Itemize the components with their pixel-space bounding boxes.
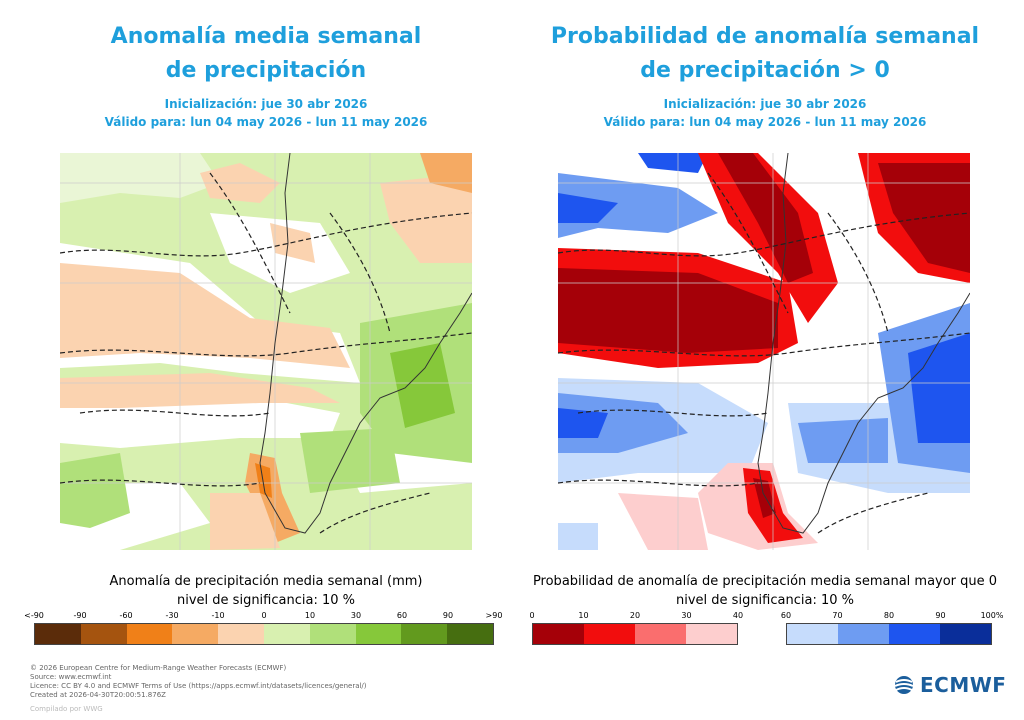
right-caption-line1: Probabilidad de anomalía de precipitació… [532, 574, 998, 589]
left-init-date: Inicialización: jue 30 abr 2026 [164, 97, 368, 111]
right-colorbar-blue [786, 623, 992, 645]
right-cbar-red-swatch-0 [533, 624, 584, 644]
left-cbar-swatch-6 [309, 624, 356, 644]
left-cbar-swatch-5 [263, 624, 310, 644]
right-red-tick-0: 0 [529, 611, 535, 620]
left-tick-10: >90 [485, 611, 503, 620]
footer-source: Source: www.ecmwf.int [30, 673, 112, 681]
left-tick-2: -60 [119, 611, 133, 620]
left-valid-range: Válido para: lun 04 may 2026 - lun 11 ma… [104, 115, 428, 129]
left-cbar-swatch-4 [218, 624, 264, 644]
footer-credit: Compilado por WWG [30, 705, 103, 713]
right-probability-map [558, 153, 970, 550]
right-cbar-blue-swatch-3 [940, 624, 991, 644]
footer-created: Created at 2026-04-30T20:00:51.876Z [30, 691, 166, 699]
right-blue-tick-3: 90 [935, 611, 946, 620]
right-blue-tick-4: 100% [980, 611, 1004, 620]
right-caption-line2: nivel de significancia: 10 % [676, 593, 854, 608]
ecmwf-logo-text: ECMWF [920, 673, 1007, 697]
footer-licence: Licence: CC BY 4.0 and ECMWF Terms of Us… [30, 682, 367, 690]
left-tick-4: -10 [211, 611, 225, 620]
left-tick-6: 10 [304, 611, 316, 620]
right-cbar-blue-swatch-0 [787, 624, 838, 644]
left-tick-7: 30 [350, 611, 362, 620]
right-blue-tick-2: 80 [883, 611, 895, 620]
right-valid-range: Válido para: lun 04 may 2026 - lun 11 ma… [603, 115, 927, 129]
right-colorbar-red [532, 623, 738, 645]
ecmwf-logo-icon [894, 676, 914, 694]
right-cbar-red-swatch-2 [635, 624, 686, 644]
right-title-line2: de precipitación > 0 [640, 58, 890, 83]
left-cbar-swatch-9 [447, 624, 493, 644]
right-cbar-blue-swatch-1 [838, 624, 889, 644]
right-cbar-red-swatch-3 [686, 624, 737, 644]
right-red-tick-1: 10 [578, 611, 589, 620]
left-caption-line1: Anomalía de precipitación media semanal … [109, 574, 423, 589]
footer-copyright: © 2026 European Centre for Medium-Range … [30, 664, 287, 672]
left-tick-8: 60 [396, 611, 408, 620]
right-cbar-red-swatch-1 [584, 624, 635, 644]
right-title-line1: Probabilidad de anomalía semanal [550, 24, 980, 49]
left-cbar-swatch-0 [35, 624, 81, 644]
left-cbar-swatch-1 [80, 624, 127, 644]
right-blue-tick-0: 60 [780, 611, 792, 620]
left-tick-0: <-90 [24, 611, 44, 620]
left-caption-line2: nivel de significancia: 10 % [177, 593, 355, 608]
right-blue-tick-1: 70 [832, 611, 843, 620]
right-red-tick-2: 20 [629, 611, 641, 620]
right-red-tick-4: 40 [732, 611, 744, 620]
left-tick-5: 0 [261, 611, 267, 620]
left-tick-1: -90 [73, 611, 87, 620]
left-cbar-swatch-7 [355, 624, 402, 644]
left-anomaly-map [60, 153, 472, 550]
left-colorbar [34, 623, 494, 645]
left-title-line2: de precipitación [165, 58, 367, 83]
right-init-date: Inicialización: jue 30 abr 2026 [663, 97, 867, 111]
ecmwf-logo: ECMWF [892, 673, 1006, 697]
left-cbar-swatch-3 [172, 624, 219, 644]
left-tick-9: 90 [442, 611, 454, 620]
left-cbar-swatch-2 [126, 624, 173, 644]
left-tick-3: -30 [165, 611, 179, 620]
left-title-line1: Anomalía media semanal [110, 24, 422, 49]
right-red-tick-3: 30 [681, 611, 692, 620]
left-cbar-swatch-8 [401, 624, 448, 644]
right-cbar-blue-swatch-2 [889, 624, 940, 644]
